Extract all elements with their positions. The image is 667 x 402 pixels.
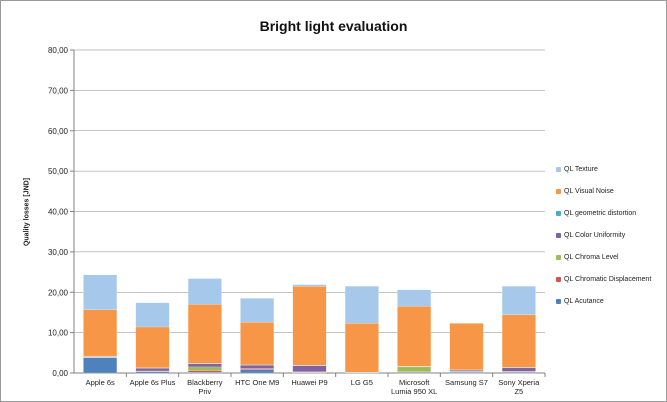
legend-swatch bbox=[556, 166, 561, 172]
bar-segment bbox=[344, 286, 379, 324]
bar-segment bbox=[83, 309, 118, 357]
y-tick-label: 70,00 bbox=[48, 86, 69, 95]
legend-label: QL geometric distortion bbox=[564, 209, 637, 217]
bar-segment bbox=[501, 372, 536, 374]
bar-segment bbox=[240, 365, 275, 369]
bar-segment bbox=[187, 370, 222, 373]
bar-segment bbox=[397, 289, 432, 307]
y-tick-label: 20,00 bbox=[48, 288, 69, 297]
x-tick-label: Lumia 950 XL bbox=[391, 387, 437, 396]
bar-segment bbox=[449, 370, 484, 372]
legend-item: QL Chroma Level bbox=[556, 248, 664, 266]
bar-segment bbox=[501, 367, 536, 372]
bar-segment bbox=[240, 322, 275, 366]
y-tick-label: 80,00 bbox=[48, 46, 69, 55]
bar-segment bbox=[449, 323, 484, 370]
legend-label: QL Texture bbox=[564, 165, 598, 173]
x-tick-label: Apple 6s bbox=[86, 378, 115, 387]
bar-segment bbox=[344, 323, 379, 373]
bar-segment bbox=[187, 304, 222, 364]
y-tick-label: 30,00 bbox=[48, 248, 69, 257]
x-tick-label: Huawei P9 bbox=[291, 378, 327, 387]
bar-segment bbox=[83, 357, 118, 374]
bar-segment bbox=[501, 314, 536, 368]
bar-segment bbox=[501, 286, 536, 315]
legend-label: QL Acutance bbox=[564, 297, 604, 305]
legend-item: QL Color Uniformity bbox=[556, 226, 664, 244]
legend-label: QL Chromatic Displacement bbox=[564, 275, 652, 283]
bar-segment bbox=[240, 298, 275, 323]
bar-segment bbox=[135, 371, 170, 374]
legend-item: QL geometric distortion bbox=[556, 204, 664, 222]
bar-segment bbox=[135, 302, 170, 328]
bar-segment bbox=[397, 372, 432, 374]
legend-item: QL Chromatic Displacement bbox=[556, 270, 664, 288]
bar-segment bbox=[83, 274, 118, 310]
bar-segment bbox=[187, 278, 222, 305]
y-tick-label: 0,00 bbox=[52, 369, 68, 378]
x-tick-label: Microsoft bbox=[399, 378, 430, 387]
y-tick-label: 60,00 bbox=[48, 127, 69, 136]
bar-segment bbox=[240, 369, 275, 374]
y-tick-label: 40,00 bbox=[48, 208, 69, 217]
legend-item: QL Texture bbox=[556, 160, 664, 178]
x-tick-label: Blackberry bbox=[187, 378, 223, 387]
bar-segment bbox=[292, 284, 327, 287]
x-tick-label: Apple 6s Plus bbox=[130, 378, 176, 387]
legend-label: QL Color Uniformity bbox=[564, 231, 626, 239]
y-tick-label: 50,00 bbox=[48, 167, 69, 176]
x-tick-label: Samsung S7 bbox=[445, 378, 488, 387]
bar-segment bbox=[240, 368, 275, 370]
x-tick-label: Priv bbox=[198, 387, 211, 396]
x-tick-label: LG G5 bbox=[351, 378, 373, 387]
x-tick-label: Sony Xperia bbox=[498, 378, 540, 387]
legend-swatch bbox=[556, 232, 561, 238]
legend-swatch bbox=[556, 254, 561, 260]
bar-segment bbox=[397, 306, 432, 367]
bar-segment bbox=[292, 286, 327, 366]
legend-item: QL Visual Noise bbox=[556, 182, 664, 200]
legend-label: QL Visual Noise bbox=[564, 187, 614, 195]
legend-swatch bbox=[556, 188, 561, 194]
bar-segment bbox=[449, 372, 484, 374]
bar-segment bbox=[187, 372, 222, 374]
legend-swatch bbox=[556, 276, 561, 282]
bar-segment bbox=[135, 326, 170, 368]
legend-swatch bbox=[556, 298, 561, 304]
legend-label: QL Chroma Level bbox=[564, 253, 619, 261]
chart-legend: QL Texture QL Visual Noise QL geometric di… bbox=[556, 160, 664, 314]
chart-title: Bright light evaluation bbox=[259, 18, 408, 34]
legend-item: QL Acutance bbox=[556, 292, 664, 310]
bar-segment bbox=[292, 365, 327, 372]
bar-segment bbox=[135, 368, 170, 372]
x-tick-label: HTC One M9 bbox=[235, 378, 279, 387]
bar-segment bbox=[397, 366, 432, 372]
bar-segment bbox=[187, 363, 222, 368]
legend-swatch bbox=[556, 210, 561, 216]
x-tick-label: Z5 bbox=[514, 387, 523, 396]
bar-segment bbox=[187, 366, 222, 371]
y-tick-label: 10,00 bbox=[48, 329, 69, 338]
